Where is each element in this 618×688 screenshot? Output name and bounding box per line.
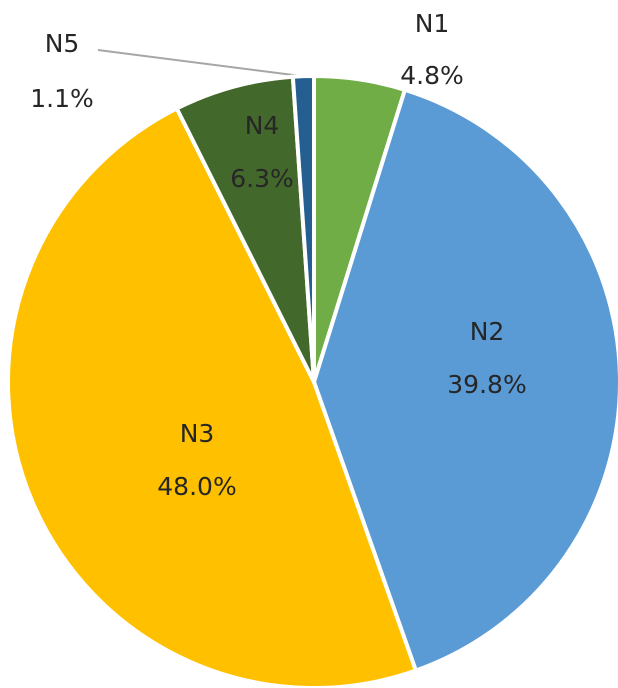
- value-label: 39.8%: [447, 370, 526, 399]
- value-label: 4.8%: [400, 61, 464, 90]
- pie-slice: [311, 87, 618, 674]
- value-label: 48.0%: [157, 472, 236, 501]
- pie-slice: [174, 74, 316, 383]
- pie-slice: [6, 105, 419, 688]
- slice-label: N5: [45, 29, 80, 58]
- slice-label: N1: [415, 9, 450, 38]
- pie-slice: [290, 73, 316, 383]
- slice-label: N4: [245, 111, 280, 140]
- slice-label: N2: [470, 317, 505, 346]
- leader-line: [97, 49, 302, 77]
- value-label: 6.3%: [230, 164, 294, 193]
- slice-label: N3: [180, 419, 215, 448]
- value-label: 1.1%: [30, 84, 94, 113]
